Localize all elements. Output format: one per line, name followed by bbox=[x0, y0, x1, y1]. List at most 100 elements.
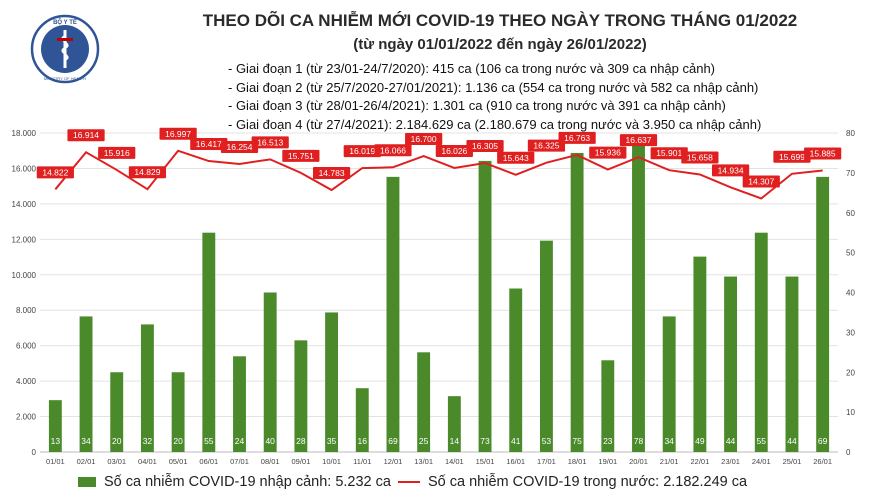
x-axis-tick-label: 19/01 bbox=[598, 457, 617, 466]
line-data-label-box bbox=[435, 144, 473, 157]
bar-data-label: 23 bbox=[603, 436, 613, 446]
phase-note-2: - Giai đoạn 2 (từ 25/7/2020-27/01/2021):… bbox=[228, 79, 759, 95]
line-data-label-box bbox=[405, 133, 443, 146]
bar-data-label: 20 bbox=[173, 436, 183, 446]
x-axis-tick-label: 20/01 bbox=[629, 457, 648, 466]
line-data-label: 14.822 bbox=[42, 167, 68, 177]
x-axis-tick-label: 21/01 bbox=[660, 457, 679, 466]
bar bbox=[509, 288, 523, 452]
line-data-label: 16.997 bbox=[165, 129, 191, 139]
left-axis-tick-label: 14.000 bbox=[12, 200, 37, 209]
x-axis-tick-label: 11/01 bbox=[353, 457, 371, 466]
x-axis-tick-label: 01/01 bbox=[46, 457, 65, 466]
bar-data-label: 49 bbox=[695, 436, 705, 446]
line-data-label: 16.417 bbox=[196, 139, 222, 149]
x-axis-tick-label: 10/01 bbox=[322, 457, 341, 466]
bar-data-label: 14 bbox=[450, 436, 460, 446]
ministry-of-health-logo: BỘ Y TẾ MINISTRY OF HEALTH bbox=[30, 14, 100, 84]
bar bbox=[355, 388, 369, 452]
bar bbox=[601, 360, 615, 452]
right-axis-tick-label: 60 bbox=[846, 209, 855, 218]
line-data-label: 14.829 bbox=[134, 167, 160, 177]
right-axis-tick-label: 0 bbox=[846, 448, 851, 457]
bar bbox=[233, 356, 246, 452]
legend-line-swatch bbox=[398, 481, 420, 484]
line-data-label-box bbox=[128, 166, 167, 179]
x-axis-tick-label: 12/01 bbox=[384, 457, 403, 466]
bar-data-label: 75 bbox=[572, 436, 582, 446]
x-axis-tick-label: 04/01 bbox=[138, 457, 157, 466]
line-data-label: 16.066 bbox=[380, 145, 406, 155]
x-axis-tick-label: 15/01 bbox=[476, 457, 495, 466]
bar-data-label: 55 bbox=[757, 436, 767, 446]
x-axis-tick-label: 03/01 bbox=[107, 457, 126, 466]
chart-title: THEO DÕI CA NHIỄM MỚI COVID-19 THEO NGÀY… bbox=[202, 11, 798, 30]
right-axis-tick-label: 20 bbox=[846, 368, 855, 377]
bar bbox=[447, 396, 461, 452]
line-data-label: 16.019 bbox=[349, 146, 375, 156]
phase-note-3: - Giai đoạn 3 (từ 28/01-26/4/2021): 1.30… bbox=[228, 98, 726, 113]
x-axis-tick-label: 22/01 bbox=[690, 457, 709, 466]
bar-data-label: 16 bbox=[358, 436, 368, 446]
line-data-label-box bbox=[650, 147, 688, 160]
line-data-label: 16.513 bbox=[257, 137, 283, 147]
x-axis-tick-label: 13/01 bbox=[414, 457, 433, 466]
x-axis-tick-label: 18/01 bbox=[568, 457, 587, 466]
line-data-label: 15.916 bbox=[104, 148, 130, 158]
line-data-label-box bbox=[681, 151, 719, 164]
line-data-label-box bbox=[343, 145, 381, 158]
line-data-label-box bbox=[190, 138, 228, 151]
domestic-cases-line bbox=[54, 149, 823, 200]
right-axis-tick-label: 80 bbox=[846, 129, 855, 138]
line-data-label-box bbox=[220, 140, 259, 153]
bar bbox=[386, 176, 400, 453]
x-axis-tick-label: 17/01 bbox=[537, 457, 556, 466]
line-data-label: 14.934 bbox=[718, 165, 744, 175]
left-axis-tick-label: 10.000 bbox=[12, 271, 37, 280]
right-axis-tick-label: 10 bbox=[846, 408, 855, 417]
bar bbox=[570, 152, 584, 452]
left-axis-tick-label: 2.000 bbox=[16, 413, 37, 422]
bar bbox=[785, 276, 799, 452]
bar bbox=[478, 160, 492, 452]
line-data-label-box bbox=[619, 134, 658, 147]
bar-data-label: 24 bbox=[235, 436, 245, 446]
x-axis-tick-label: 23/01 bbox=[721, 457, 740, 466]
bar-data-label: 13 bbox=[51, 436, 61, 446]
bar-data-label: 35 bbox=[327, 436, 337, 446]
bar-data-label: 32 bbox=[143, 436, 153, 446]
legend-bar-swatch bbox=[78, 477, 96, 488]
bar bbox=[754, 232, 768, 452]
bar-data-label: 20 bbox=[112, 436, 122, 446]
line-data-label-box bbox=[67, 129, 105, 142]
bar-data-label: 40 bbox=[265, 436, 275, 446]
bar-data-label: 78 bbox=[634, 436, 644, 446]
bar bbox=[263, 292, 277, 452]
line-data-label-box bbox=[282, 149, 320, 162]
line-data-label-box bbox=[374, 144, 412, 157]
bar bbox=[693, 256, 707, 452]
left-axis-tick-label: 8.000 bbox=[16, 306, 37, 315]
line-data-label-box bbox=[312, 167, 351, 180]
line-data-label: 16.325 bbox=[533, 141, 559, 151]
x-axis-tick-label: 02/01 bbox=[77, 457, 96, 466]
bar-data-label: 44 bbox=[726, 436, 736, 446]
line-data-label-box bbox=[804, 147, 842, 160]
left-axis-tick-label: 18.000 bbox=[12, 129, 37, 138]
phase-note-1: - Giai đoạn 1 (từ 23/01-24/7/2020): 415 … bbox=[228, 61, 716, 76]
line-data-label: 16.763 bbox=[564, 133, 590, 143]
line-data-label-box bbox=[36, 166, 74, 179]
line-data-label-box bbox=[98, 146, 136, 159]
bar bbox=[140, 324, 154, 452]
x-axis-tick-label: 08/01 bbox=[261, 457, 280, 466]
line-data-label-box bbox=[466, 140, 504, 153]
line-data-label: 14.783 bbox=[319, 168, 345, 178]
line-data-label: 14.307 bbox=[748, 176, 774, 186]
line-data-label-box bbox=[589, 146, 627, 159]
line-data-label-box bbox=[159, 127, 197, 140]
x-axis-tick-label: 07/01 bbox=[230, 457, 249, 466]
bar-data-label: 34 bbox=[81, 436, 91, 446]
x-axis-tick-label: 14/01 bbox=[445, 457, 464, 466]
svg-text:MINISTRY OF HEALTH: MINISTRY OF HEALTH bbox=[44, 76, 86, 81]
left-axis-tick-label: 4.000 bbox=[16, 377, 37, 386]
